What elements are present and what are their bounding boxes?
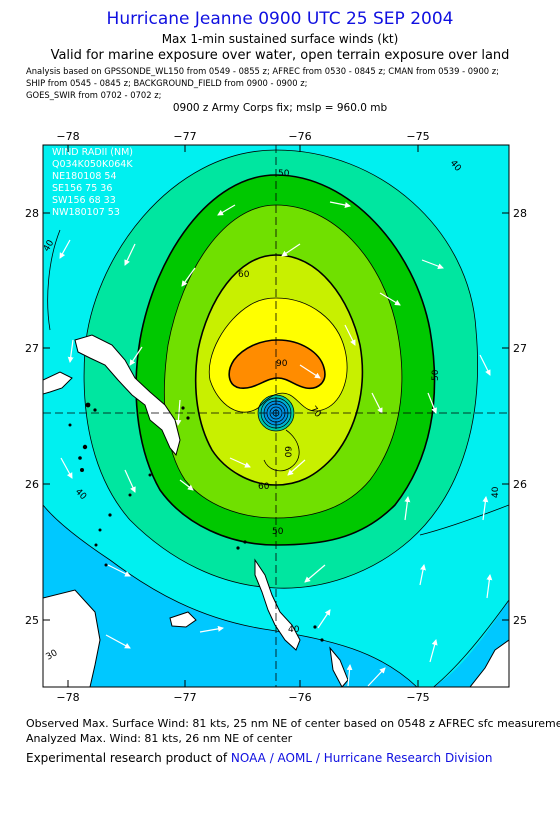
wind-radii-row: NW180107 53 [52, 207, 120, 218]
lon-label-top: −78 [56, 130, 79, 143]
abaco-island [74, 334, 181, 457]
contour-label: 50 [431, 369, 441, 381]
new-providence-island [169, 611, 197, 628]
wind-vectors [59, 201, 497, 687]
latitude-labels: 28 27 26 25 28 27 26 25 [25, 207, 527, 627]
longitude-labels: −78 −77 −76 −75 −78 −77 −76 −75 [56, 130, 429, 704]
lat-label-left: 28 [25, 207, 39, 220]
eye-contour-rings [257, 394, 295, 432]
wind-radii-title: WIND RADII (NM) [52, 147, 133, 158]
lat-label-right: 27 [513, 342, 527, 355]
lon-label-top: −75 [406, 130, 429, 143]
contour-label: 40 [288, 625, 300, 635]
contour-label: 40 [491, 486, 501, 498]
axis-ticks [43, 145, 509, 687]
contour-label: 60 [258, 482, 270, 492]
wind-radii-row: NE180108 54 [52, 171, 116, 182]
contour-label: 60 [238, 270, 250, 280]
contour-label: 50 [278, 169, 290, 179]
wind-radii-row: SW156 68 33 [52, 195, 116, 206]
observed-max-wind: Observed Max. Surface Wind: 81 kts, 25 n… [26, 717, 560, 730]
map-subtitle-variable: Max 1-min sustained surface winds (kt) [161, 32, 399, 46]
contour-label: 50 [272, 527, 284, 537]
andros-island [43, 589, 101, 687]
lon-label-top: −77 [173, 130, 196, 143]
center-crosshair [43, 145, 509, 687]
lat-label-left: 25 [25, 614, 39, 627]
map-frame [42, 144, 510, 688]
lon-label-bottom: −76 [288, 691, 311, 704]
lon-label-bottom: −75 [406, 691, 429, 704]
cat-island [329, 646, 349, 687]
lon-label-top: −76 [288, 130, 311, 143]
lat-label-left: 26 [25, 478, 39, 491]
map-subtitle-exposure: Valid for marine exposure over water, op… [50, 48, 510, 63]
san-salvador-island [469, 639, 509, 687]
wind-band-90 [229, 340, 325, 389]
wind-radii-header: Q034K050K064K [52, 159, 133, 170]
contour-label: 90 [276, 359, 288, 369]
center-fix-line: 0900 z Army Corps fix; mslp = 960.0 mb [172, 102, 388, 114]
analyzed-max-wind: Analyzed Max. Wind: 81 kts, 26 nm NE of … [26, 732, 293, 745]
lat-label-right: 26 [513, 478, 527, 491]
credit-line: Experimental research product of NOAA / … [26, 751, 492, 765]
grand-bahama-island [43, 371, 73, 395]
contour-labels: 50 40 60 50 40 90 70 60 60 50 40 40 40 3… [43, 159, 501, 663]
lat-label-right: 25 [513, 614, 527, 627]
credit-prefix: Experimental research product of [26, 751, 231, 765]
lat-label-left: 27 [25, 342, 39, 355]
small-cays [68, 402, 324, 642]
contour-label: 60 [282, 446, 292, 458]
eleuthera-island [254, 558, 301, 651]
lat-label-right: 28 [513, 207, 527, 220]
map-title: Hurricane Jeanne 0900 UTC 25 SEP 2004 [106, 9, 454, 29]
analysis-sources-line-2: SHIP from 0545 - 0845 z; BACKGROUND_FIEL… [26, 78, 308, 88]
wind-radii-row: SE156 75 36 [52, 183, 112, 194]
land-masses [43, 334, 509, 687]
lon-label-bottom: −77 [173, 691, 196, 704]
lon-label-bottom: −78 [56, 691, 79, 704]
analysis-sources-line-1: Analysis based on GPSSONDE_WL150 from 05… [26, 66, 499, 76]
wind-radii-table: WIND RADII (NM) Q034K050K064K NE180108 5… [52, 147, 133, 218]
map-plot-area: 50 40 60 50 40 90 70 60 60 50 40 40 40 3… [43, 145, 509, 687]
analysis-sources-line-3: GOES_SWIR from 0702 - 0702 z; [26, 90, 162, 100]
credit-organization-link[interactable]: NOAA / AOML / Hurricane Research Divisio… [230, 751, 493, 765]
